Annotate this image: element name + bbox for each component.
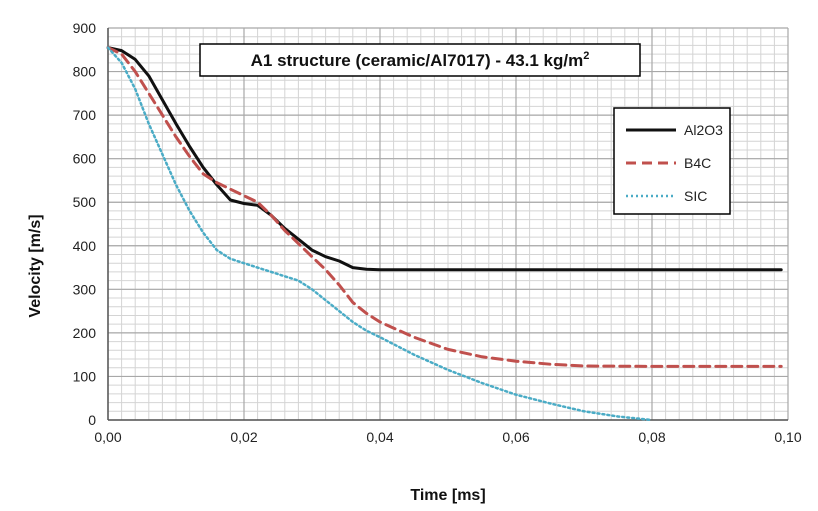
y-tick-label: 900 [73, 20, 97, 36]
chart-title-main: A1 structure (ceramic/Al7017) - 43.1 kg/… [251, 51, 584, 70]
y-tick-label: 300 [73, 281, 97, 297]
axes-layer [107, 28, 788, 421]
legend-label-b4c: B4C [684, 155, 711, 171]
legend: Al2O3 B4C SIC [613, 107, 731, 215]
x-tick-label: 0,10 [774, 429, 801, 445]
chart-title: A1 structure (ceramic/Al7017) - 43.1 kg/… [251, 50, 590, 70]
y-tick-label: 100 [73, 368, 97, 384]
y-tick-label: 700 [73, 107, 97, 123]
ticks-layer: 0,00 0,02 0,04 0,06 0,08 0,10 0 100 200 300 400 500… [73, 20, 802, 445]
chart-title-frame [199, 43, 641, 77]
x-tick-label: 0,06 [502, 429, 529, 445]
grid-layer [107, 27, 789, 421]
series-line-sic [106, 46, 654, 422]
x-tick-label: 0,02 [230, 429, 257, 445]
y-tick-label: 200 [73, 325, 97, 341]
y-tick-label: 0 [88, 412, 96, 428]
series-line-b4c [106, 46, 783, 368]
y-tick-label: 600 [73, 151, 97, 167]
y-axis-title: Velocity [m/s] [27, 214, 44, 317]
y-tick-label: 500 [73, 194, 97, 210]
x-axis-title: Time [ms] [410, 487, 485, 504]
x-tick-label: 0,00 [94, 429, 121, 445]
y-tick-label: 400 [73, 238, 97, 254]
chart-title-superscript: 2 [583, 50, 589, 62]
chart-title-box: A1 structure (ceramic/Al7017) - 43.1 kg/… [199, 43, 641, 77]
series-layer [106, 46, 783, 422]
y-tick-label: 800 [73, 64, 97, 80]
legend-label-al2o3: Al2O3 [684, 122, 723, 138]
legend-label-sic: SIC [684, 188, 707, 204]
x-tick-label: 0,08 [638, 429, 665, 445]
x-tick-label: 0,04 [366, 429, 393, 445]
